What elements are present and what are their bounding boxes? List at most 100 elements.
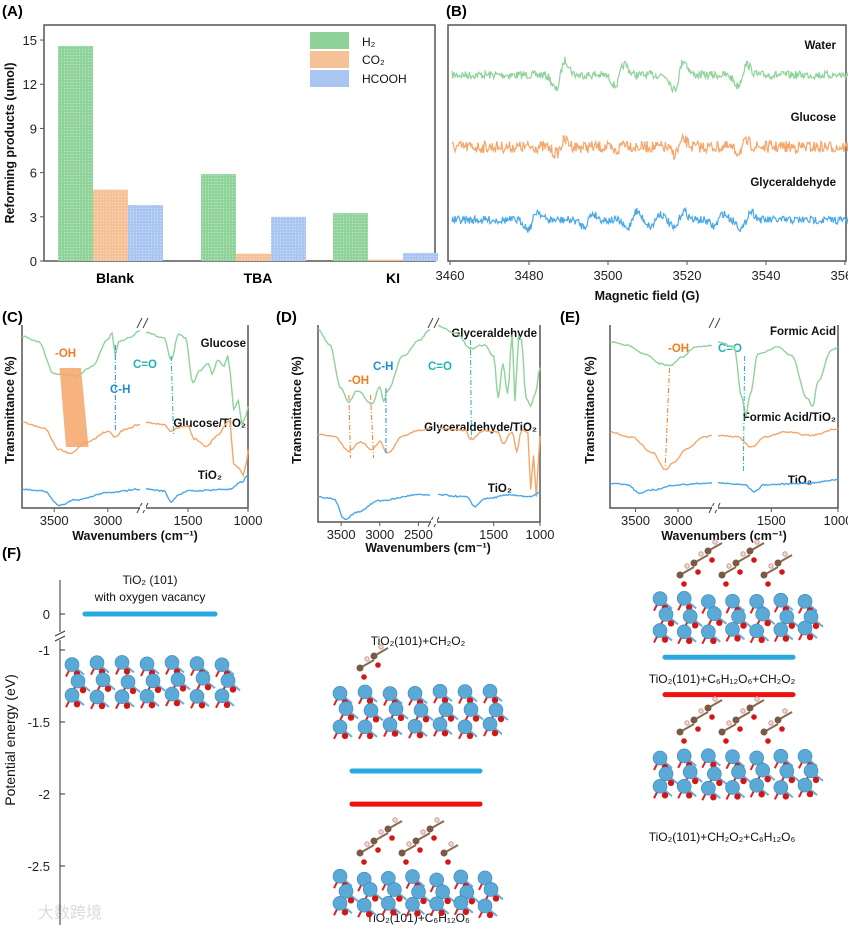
titanium-atom <box>773 592 789 608</box>
oxygen-atom <box>710 761 717 768</box>
oxygen-atom <box>764 619 771 627</box>
ir-trace <box>717 478 839 493</box>
x-axis-label: Wavenumbers (cm⁻¹) <box>365 541 491 555</box>
carbon-atom <box>440 849 448 857</box>
ir-trace <box>317 328 431 405</box>
titanium-atom <box>114 655 130 670</box>
oxygen-atom <box>391 730 399 737</box>
carbon-atom <box>704 547 712 555</box>
y-axis-label: Transmittance (%) <box>3 356 17 464</box>
oxygen-atom <box>366 732 374 740</box>
oxygen-atom <box>765 738 771 744</box>
oxygen-atom <box>347 714 355 721</box>
titanium-atom <box>457 719 473 735</box>
panel-label-b: (B) <box>446 3 467 20</box>
carbon-atom <box>732 716 740 724</box>
oxygen-atom <box>709 714 715 720</box>
oxygen-atom <box>779 569 785 575</box>
carbon-atom <box>746 547 754 555</box>
x-tick-label: 3000 <box>365 527 394 542</box>
oxygen-atom <box>198 702 206 709</box>
titanium-atom <box>749 594 764 609</box>
oxygen-atom <box>782 793 790 800</box>
hydrogen-atom <box>378 644 384 650</box>
hydrogen-atom <box>782 708 788 714</box>
titanium-atom <box>652 750 668 766</box>
bar-texture <box>58 45 93 261</box>
carbon-atom <box>356 664 364 672</box>
series-label: Glyceraldehyde <box>451 328 537 340</box>
titanium-atom <box>773 780 789 795</box>
oxygen-atom <box>667 620 675 627</box>
hydrogen-atom <box>364 656 370 662</box>
titanium-atom <box>707 606 722 622</box>
titanium-atom <box>381 870 396 886</box>
carbon-atom <box>760 728 768 736</box>
panel-label-a: (A) <box>2 3 23 20</box>
carbon-atom <box>426 825 434 833</box>
oxygen-atom <box>737 569 743 575</box>
series-label: Formic Acid/TiO₂ <box>743 412 836 424</box>
ir-trace <box>21 488 141 507</box>
titanium-atom <box>731 609 746 624</box>
titanium-atom <box>701 594 716 609</box>
carbon-atom <box>676 571 684 579</box>
ir-trace <box>438 427 541 497</box>
y-tick-label: 0 <box>30 254 37 269</box>
oxygen-atom <box>466 697 474 704</box>
axis-break-gap <box>712 506 718 510</box>
y-tick-label: 15 <box>23 33 37 48</box>
titanium-atom <box>725 780 740 795</box>
titanium-atom <box>332 868 348 884</box>
titanium-atom <box>773 622 789 637</box>
watermark: 大数跨境 <box>38 903 102 922</box>
level-label: TiO₂(101)+CH₂O₂ <box>371 634 466 648</box>
annotation-co: C=O <box>718 343 742 355</box>
panel-label-f: (F) <box>2 545 21 562</box>
titanium-atom <box>220 673 236 688</box>
oxygen-atom <box>431 835 437 841</box>
hydrogen-atom <box>684 563 690 569</box>
ir-trace <box>317 427 430 454</box>
axis-break-icon <box>54 630 66 642</box>
panel-label-e: (E) <box>560 309 580 326</box>
level-label: TiO₂(101)+CH₂O₂+C₆H₁₂O₆ <box>649 830 796 844</box>
series-label: TiO₂ <box>198 470 222 482</box>
x-tick-label: 1000 <box>824 513 848 528</box>
titanium-atom <box>195 670 211 686</box>
series-label: Glucose/TiO₂ <box>173 418 246 430</box>
carbon-atom <box>676 728 684 736</box>
carbon-atom <box>718 571 726 579</box>
titanium-atom <box>755 762 770 778</box>
titanium-atom <box>749 623 764 639</box>
oxygen-atom <box>403 859 409 865</box>
series-label: Glucose <box>791 112 836 124</box>
titanium-atom <box>803 763 819 779</box>
oxygen-atom <box>447 715 455 722</box>
oxygen-atom <box>685 604 693 611</box>
titanium-atom <box>453 895 469 911</box>
annotation-oh: -OH <box>668 343 689 355</box>
oxygen-atom <box>492 895 500 902</box>
oxygen-atom <box>416 731 424 739</box>
oxygen-atom <box>788 622 796 629</box>
legend-label: CO₂ <box>362 53 385 67</box>
x-tick-label: 3460 <box>436 268 465 283</box>
panel-label-d: (D) <box>276 309 297 326</box>
titanium-atom <box>731 764 746 780</box>
y-tick-label: 12 <box>23 77 37 92</box>
titanium-atom <box>701 748 716 764</box>
titanium-atom <box>457 684 473 699</box>
oxygen-atom <box>148 701 156 709</box>
y-tick-label: -1.5 <box>28 715 50 730</box>
oxygen-atom <box>779 726 785 732</box>
titanium-atom <box>338 701 354 716</box>
ir-trace <box>717 427 839 448</box>
y-tick-label: 6 <box>30 166 37 181</box>
hydrogen-atom <box>406 841 412 847</box>
titanium-atom <box>453 869 469 885</box>
titanium-atom <box>189 656 205 671</box>
ir-trace <box>145 331 249 426</box>
bar-texture <box>201 174 236 261</box>
